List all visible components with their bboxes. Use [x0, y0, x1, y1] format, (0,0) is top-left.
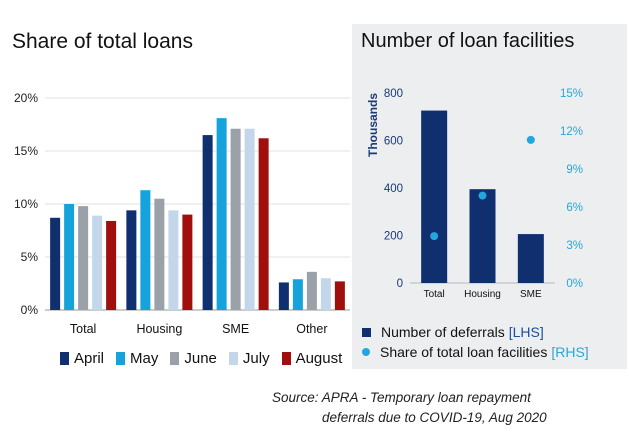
legend-item: June	[170, 350, 217, 367]
bar	[469, 189, 496, 283]
left-chart-legend: April May June July August	[60, 350, 354, 367]
x-tick-label: SME	[222, 322, 249, 336]
bar	[154, 198, 165, 310]
bar	[168, 210, 179, 310]
y-right-tick-label: 6%	[566, 202, 583, 214]
bar	[306, 271, 317, 310]
y-tick-label: 5%	[21, 250, 39, 264]
bar	[106, 220, 117, 310]
bar	[334, 281, 345, 310]
y-right-tick-label: 12%	[560, 126, 583, 138]
y-left-tick-label: 800	[384, 88, 403, 100]
legend-item-share: Share of total loan facilities [RHS]	[362, 344, 589, 360]
y-left-tick-label: 0	[397, 278, 403, 290]
x-tick-label: Housing	[136, 322, 182, 336]
legend-item-deferrals: Number of deferrals [LHS]	[362, 324, 544, 340]
x-tick-label: SME	[520, 289, 542, 300]
legend-tag-lhs: [LHS]	[508, 324, 544, 340]
y-tick-label: 20%	[14, 91, 38, 105]
y-right-tick-label: 0%	[566, 278, 583, 290]
source-note: Source: APRA - Temporary loan repayment …	[272, 388, 602, 428]
bar	[320, 278, 331, 310]
x-tick-label: Total	[424, 289, 445, 300]
legend-swatch	[281, 352, 291, 365]
y-axis-label: Thousands	[366, 93, 380, 157]
legend-swatch	[170, 352, 180, 365]
bar	[278, 282, 289, 310]
y-right-tick-label: 9%	[566, 164, 583, 176]
legend-label: April	[74, 350, 105, 367]
bar	[50, 217, 61, 310]
source-line-2: deferrals due to COVID-19, Aug 2020	[322, 410, 547, 425]
bar	[244, 128, 255, 310]
bar	[230, 128, 241, 310]
legend-item: August	[281, 350, 343, 367]
y-right-tick-label: 15%	[560, 88, 583, 100]
legend-swatch	[228, 352, 238, 365]
legend-item: April	[60, 350, 104, 367]
legend-swatch	[60, 352, 69, 365]
x-tick-label: Other	[296, 322, 327, 336]
y-tick-label: 0%	[21, 303, 39, 317]
legend-label: July	[242, 350, 270, 367]
bar	[78, 206, 89, 310]
legend-label-share: Share of total loan facilities	[380, 344, 548, 360]
y-left-tick-label: 600	[384, 136, 403, 148]
bar	[182, 214, 193, 310]
y-right-tick-label: 3%	[566, 240, 583, 252]
y-left-tick-label: 200	[384, 231, 403, 243]
scatter-point	[430, 232, 439, 241]
legend-label: August	[295, 350, 343, 367]
legend-tag-rhs: [RHS]	[551, 344, 589, 360]
legend-label: June	[184, 350, 217, 367]
bar	[292, 279, 303, 310]
x-tick-label: Housing	[464, 289, 501, 300]
scatter-point	[526, 135, 535, 144]
legend-swatch-share	[362, 348, 370, 356]
y-tick-label: 15%	[14, 144, 38, 158]
y-left-tick-label: 400	[384, 183, 403, 195]
scatter-point	[478, 191, 487, 200]
legend-swatch-deferrals	[362, 327, 371, 337]
bar	[92, 215, 103, 310]
legend-label: May	[130, 350, 159, 367]
legend-item: July	[228, 350, 270, 367]
bar	[126, 210, 137, 310]
legend-item: May	[116, 350, 158, 367]
bar	[140, 190, 151, 310]
bar	[421, 110, 448, 283]
bar	[202, 135, 213, 310]
source-line-1: Source: APRA - Temporary loan repayment	[272, 390, 531, 405]
bar	[64, 204, 75, 310]
bar	[258, 138, 269, 310]
left-chart-title: Share of total loans	[12, 30, 193, 53]
right-chart-title: Number of loan facilities	[361, 30, 575, 52]
y-tick-label: 10%	[14, 197, 38, 211]
legend-swatch	[116, 352, 126, 365]
legend-label-deferrals: Number of deferrals	[381, 324, 505, 340]
bar	[517, 234, 544, 283]
bar	[216, 118, 227, 310]
x-tick-label: Total	[70, 322, 96, 336]
